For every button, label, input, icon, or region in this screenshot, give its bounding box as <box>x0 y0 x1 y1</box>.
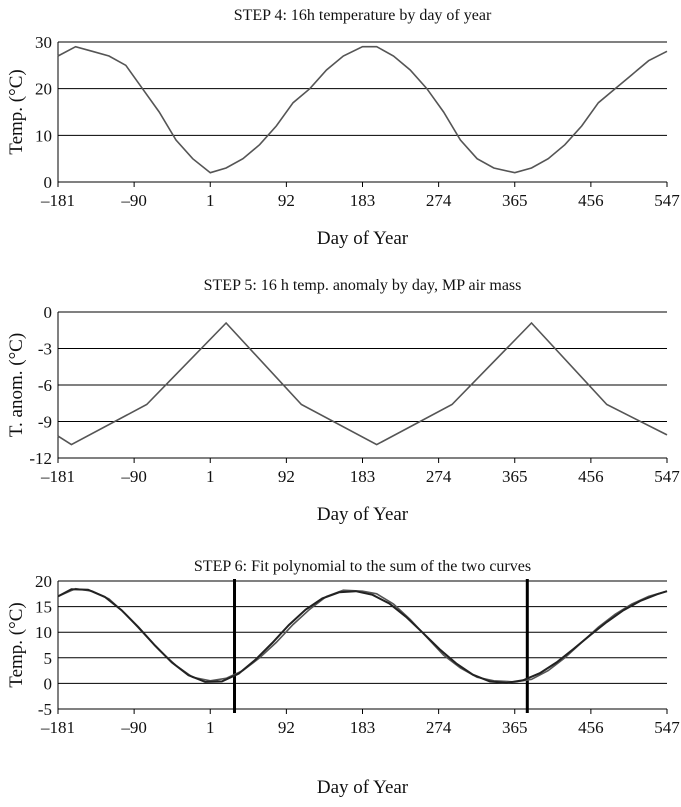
y-tick-label: 10 <box>35 126 52 145</box>
x-tick-label: 1 <box>206 467 215 486</box>
y-tick-label: -5 <box>38 700 52 719</box>
y-tick-label: 0 <box>44 674 53 693</box>
y-tick-label: -6 <box>38 376 52 395</box>
x-tick-label: 92 <box>278 718 295 737</box>
data-series <box>57 587 668 683</box>
x-tick-label: 274 <box>426 191 452 210</box>
chart-panel-5: STEP 5: 16 h temp. anomaly by day, MP ai… <box>6 277 680 525</box>
x-tick-label: –90 <box>120 191 147 210</box>
x-tick-label: 365 <box>502 718 528 737</box>
y-tick-label: 10 <box>35 623 52 642</box>
y-tick-label: 0 <box>44 303 53 322</box>
x-tick-label: –90 <box>120 467 147 486</box>
x-axis-label: Day of Year <box>317 504 409 525</box>
x-tick-label: 92 <box>278 467 295 486</box>
x-tick-label: –181 <box>40 191 75 210</box>
x-tick-label: 456 <box>578 467 604 486</box>
x-tick-label: 547 <box>654 467 680 486</box>
data-series <box>57 321 668 446</box>
y-tick-label: -12 <box>29 449 52 468</box>
y-tick-label: 0 <box>44 173 53 192</box>
x-tick-label: 183 <box>350 718 376 737</box>
y-tick-label: 20 <box>35 80 52 99</box>
x-tick-label: –181 <box>40 467 75 486</box>
y-tick-label: -3 <box>38 340 52 359</box>
x-axis-label: Day of Year <box>317 777 409 798</box>
x-tick-label: 365 <box>502 467 528 486</box>
x-tick-label: 547 <box>654 718 680 737</box>
y-tick-label: 15 <box>35 598 52 617</box>
x-tick-label: 365 <box>502 191 528 210</box>
chart-title: STEP 4: 16h temperature by day of year <box>234 7 492 24</box>
y-axis-label: T. anom. (°C) <box>6 333 27 437</box>
chart-title: STEP 6: Fit polynomial to the sum of the… <box>194 558 531 575</box>
x-tick-label: 456 <box>578 718 604 737</box>
x-tick-label: 183 <box>350 467 376 486</box>
y-tick-label: 5 <box>44 649 53 668</box>
y-tick-label: 20 <box>35 572 52 591</box>
x-tick-label: 1 <box>206 718 215 737</box>
y-axis-label: Temp. (°C) <box>6 602 27 687</box>
x-tick-label: –90 <box>120 718 147 737</box>
x-tick-label: –181 <box>40 718 75 737</box>
data-series <box>57 45 668 174</box>
chart-title: STEP 5: 16 h temp. anomaly by day, MP ai… <box>204 277 522 294</box>
chart-panel-4: STEP 4: 16h temperature by day of year 0 1… <box>6 7 680 249</box>
x-tick-label: 1 <box>206 191 215 210</box>
x-tick-label: 183 <box>350 191 376 210</box>
y-axis-label: Temp. (°C) <box>6 69 27 154</box>
x-tick-label: 92 <box>278 191 295 210</box>
x-tick-label: 547 <box>654 191 680 210</box>
x-tick-label: 274 <box>426 718 452 737</box>
y-tick-label: 30 <box>35 33 52 52</box>
x-tick-label: 456 <box>578 191 604 210</box>
x-tick-label: 274 <box>426 467 452 486</box>
chart-panel-6: STEP 6: Fit polynomial to the sum of the… <box>6 558 680 798</box>
y-tick-label: -9 <box>38 413 52 432</box>
x-axis-label: Day of Year <box>317 228 409 249</box>
fit-curve <box>57 588 668 684</box>
